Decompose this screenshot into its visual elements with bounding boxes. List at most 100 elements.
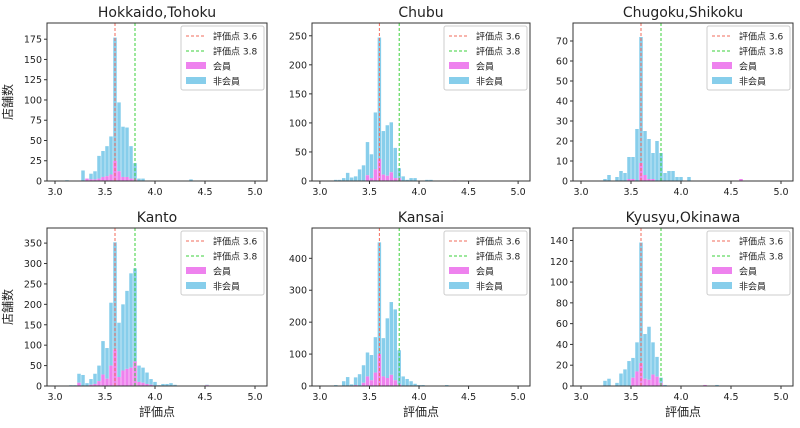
legend-swatch-member xyxy=(712,267,732,274)
bar-nonmember xyxy=(149,379,153,385)
y-tick-label: 400 xyxy=(289,254,307,265)
bar-nonmember xyxy=(125,128,129,177)
bar-nonmember xyxy=(607,175,611,181)
bar-nonmember xyxy=(137,366,141,382)
x-tick-label: 4.0 xyxy=(673,187,688,198)
bar-nonmember xyxy=(386,125,389,176)
y-axis-label: 店舗数 xyxy=(0,84,15,120)
bar-member xyxy=(117,171,121,181)
legend-label: 会員 xyxy=(739,61,757,73)
bar-nonmember xyxy=(346,377,349,386)
legend-swatch-member xyxy=(186,62,206,69)
bar-member xyxy=(390,375,393,386)
bar-nonmember xyxy=(362,165,365,181)
y-tick-label: 50 xyxy=(295,147,307,158)
x-tick-label: 3.0 xyxy=(312,187,327,198)
bar-nonmember xyxy=(366,352,369,376)
bar-member xyxy=(631,378,635,386)
bar-nonmember xyxy=(370,355,373,380)
bar-nonmember xyxy=(631,358,635,378)
y-tick-label: 0 xyxy=(562,177,568,188)
y-tick-label: 200 xyxy=(289,60,307,71)
bar-nonmember xyxy=(370,154,373,178)
y-tick-label: 200 xyxy=(24,300,42,311)
y-tick-label: 40 xyxy=(556,97,568,108)
bar-member xyxy=(655,377,659,386)
bar-nonmember xyxy=(366,142,369,175)
bar-nonmember xyxy=(663,173,667,181)
x-tick-label: 5.0 xyxy=(773,187,788,198)
bar-member xyxy=(105,379,109,386)
bar-nonmember xyxy=(342,381,345,386)
bar-nonmember xyxy=(401,176,404,181)
bar-member xyxy=(651,375,655,386)
y-tick-label: 350 xyxy=(24,239,42,250)
bar-nonmember xyxy=(619,171,623,181)
x-tick-label: 4.5 xyxy=(461,187,476,198)
y-tick-label: 125 xyxy=(24,75,42,86)
bar-nonmember xyxy=(97,156,101,179)
y-tick-label: 150 xyxy=(289,89,307,100)
legend-label: 非会員 xyxy=(739,76,766,88)
bar-nonmember xyxy=(647,139,651,179)
y-tick-label: 150 xyxy=(24,320,42,331)
bar-nonmember xyxy=(615,177,619,181)
bar-nonmember xyxy=(121,304,125,370)
x-axis-label: 評価点 xyxy=(139,404,175,419)
legend-label: 評価点 3.6 xyxy=(213,31,257,43)
bar-nonmember xyxy=(346,173,349,181)
x-axis-label: 評価点 xyxy=(665,404,701,419)
bar-member xyxy=(125,369,129,386)
bar-nonmember xyxy=(358,169,361,181)
bar-nonmember xyxy=(635,342,639,371)
legend-swatch-member xyxy=(186,267,206,274)
y-tick-label: 300 xyxy=(289,286,307,297)
bar-nonmember xyxy=(354,377,357,385)
y-tick-label: 60 xyxy=(556,319,568,330)
bar-nonmember xyxy=(679,177,683,181)
bar-nonmember xyxy=(97,366,101,382)
bar-nonmember xyxy=(643,334,647,379)
x-tick-label: 3.5 xyxy=(623,187,638,198)
y-tick-label: 150 xyxy=(24,55,42,66)
legend-label: 評価点 3.8 xyxy=(213,46,257,58)
bar-nonmember xyxy=(93,171,97,179)
bar-nonmember xyxy=(101,151,105,177)
bar-nonmember xyxy=(141,368,145,383)
y-tick-label: 10 xyxy=(556,157,568,168)
legend-label: 会員 xyxy=(213,61,231,73)
bar-nonmember xyxy=(603,381,607,386)
y-tick-label: 100 xyxy=(289,350,307,361)
legend-label: 非会員 xyxy=(739,281,766,293)
bar-member xyxy=(129,368,133,386)
bar-member xyxy=(366,376,369,386)
x-tick-label: 4.0 xyxy=(673,392,688,403)
bar-nonmember xyxy=(667,171,671,181)
y-tick-label: 100 xyxy=(550,278,568,289)
y-tick-label: 20 xyxy=(556,361,568,372)
y-tick-label: 100 xyxy=(24,341,42,352)
bar-member xyxy=(105,176,109,181)
bar-nonmember xyxy=(382,338,385,376)
bar-nonmember xyxy=(121,127,125,177)
y-tick-label: 0 xyxy=(301,382,307,393)
x-tick-label: 4.0 xyxy=(411,187,426,198)
y-tick-label: 70 xyxy=(556,37,568,48)
legend-label: 会員 xyxy=(213,266,231,278)
y-tick-label: 50 xyxy=(556,77,568,88)
legend-label: 評価点 3.6 xyxy=(476,236,520,248)
bar-nonmember xyxy=(117,323,121,377)
y-tick-label: 0 xyxy=(36,382,42,393)
bar-nonmember xyxy=(647,327,651,380)
legend-swatch-member xyxy=(712,62,732,69)
legend-label: 評価点 3.8 xyxy=(476,251,520,263)
y-tick-label: 40 xyxy=(556,340,568,351)
bar-nonmember xyxy=(619,374,623,386)
legend-swatch-member xyxy=(449,62,469,69)
bar-nonmember xyxy=(607,379,611,386)
x-tick-label: 4.5 xyxy=(197,187,212,198)
